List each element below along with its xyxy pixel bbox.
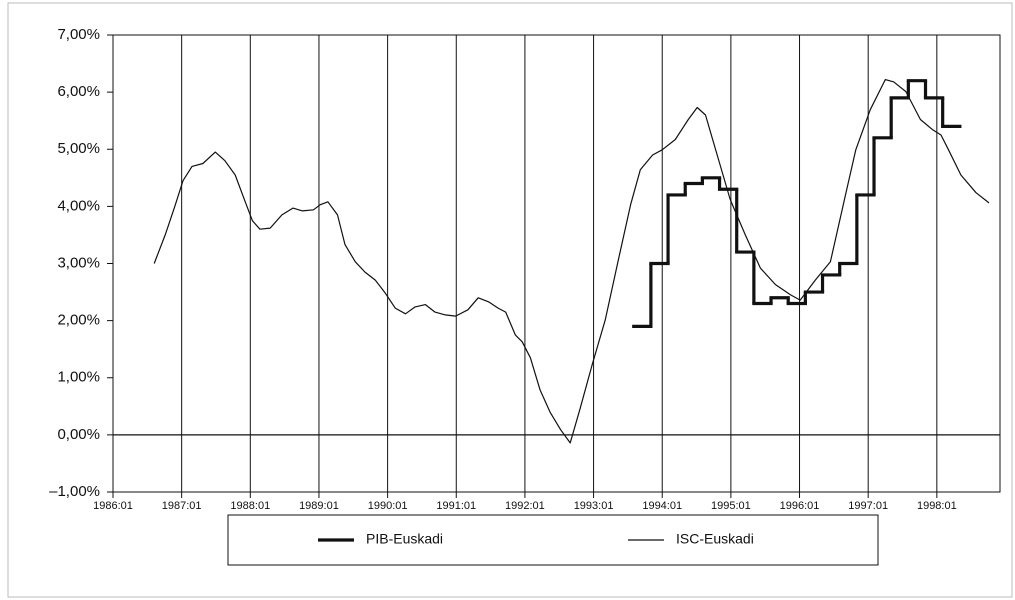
- y-tick-label: 0,00%: [57, 426, 100, 443]
- chart-frame: [7, 2, 1013, 598]
- legend-box: [227, 514, 879, 566]
- legend-label: ISC-Euskadi: [676, 531, 754, 547]
- y-tick-label: 1,00%: [57, 369, 100, 386]
- x-tick-label: 1991:01: [436, 500, 476, 512]
- x-tick-label: 1995:01: [711, 500, 751, 512]
- y-tick-label: 7,00%: [57, 26, 100, 43]
- x-tick-label: 1988:01: [230, 500, 270, 512]
- x-tick-label: 1987:01: [162, 500, 202, 512]
- x-tick-label: 1996:01: [780, 500, 820, 512]
- y-tick-label: 3,00%: [57, 254, 100, 271]
- x-tick-label: 1986:01: [93, 500, 133, 512]
- x-tick-label: 1992:01: [505, 500, 545, 512]
- legend-label: PIB-Euskadi: [366, 531, 443, 547]
- isc-line: [153, 79, 990, 444]
- y-tick-label: 4,00%: [57, 197, 100, 214]
- y-tick-label: 2,00%: [57, 312, 100, 329]
- x-tick-label: 1990:01: [368, 500, 408, 512]
- x-tick-label: 1997:01: [848, 500, 888, 512]
- x-tick-label: 1989:01: [299, 500, 339, 512]
- y-tick-label: 5,00%: [57, 140, 100, 157]
- x-tick-label: 1993:01: [574, 500, 614, 512]
- y-tick-label: –1,00%: [49, 483, 100, 500]
- x-tick-label: 1994:01: [642, 500, 682, 512]
- y-tick-label: 6,00%: [57, 83, 100, 100]
- x-tick-label: 1998:01: [917, 500, 957, 512]
